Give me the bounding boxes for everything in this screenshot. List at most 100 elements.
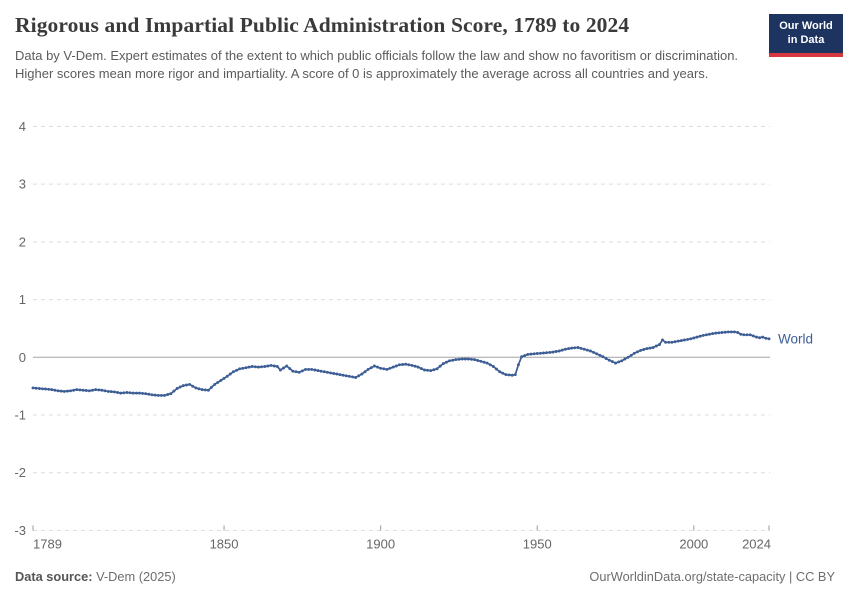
series-point: [451, 358, 455, 362]
series-point: [470, 357, 473, 361]
credit-link[interactable]: OurWorldinData.org/state-capacity | CC B…: [589, 569, 835, 584]
data-source-label: Data source:: [15, 569, 93, 584]
series-point: [278, 368, 282, 372]
series-point: [435, 367, 439, 371]
series-point: [729, 330, 733, 334]
series-point: [579, 346, 583, 350]
y-axis-tick-label: 4: [19, 119, 26, 134]
series-line-world[interactable]: [32, 331, 770, 397]
series-point: [360, 372, 364, 376]
series-point: [163, 393, 166, 397]
series-point: [585, 348, 589, 352]
series-point: [351, 375, 354, 379]
series-point: [106, 389, 110, 393]
series-point: [203, 388, 207, 392]
series-point: [347, 374, 351, 378]
series-point: [507, 373, 511, 377]
series-label[interactable]: World: [778, 331, 813, 346]
series-point: [698, 334, 702, 338]
owid-logo[interactable]: Our World in Data: [769, 14, 843, 57]
series-point: [285, 364, 289, 368]
series-point: [529, 352, 533, 356]
series-point: [329, 371, 332, 375]
series-point: [654, 344, 658, 348]
series-point: [629, 353, 633, 357]
series-point: [548, 350, 552, 354]
owid-logo-line1: Our World: [779, 20, 833, 32]
series-point: [498, 370, 502, 374]
series-point: [253, 365, 257, 369]
series-point: [216, 380, 220, 384]
series-point: [141, 391, 145, 395]
series-point: [473, 358, 477, 362]
x-axis-tick-label: 1950: [523, 536, 552, 551]
series-point: [363, 370, 367, 374]
chart-footer: Data source: V-Dem (2025) OurWorldinData…: [15, 569, 835, 584]
series-point: [495, 367, 498, 371]
series-point: [761, 335, 765, 339]
series-point: [344, 374, 348, 378]
series-point: [545, 351, 549, 355]
series-point: [87, 389, 91, 393]
series-point: [592, 350, 596, 354]
x-axis-tick-label: 2024: [742, 536, 771, 551]
series-point: [664, 340, 668, 344]
series-point: [338, 373, 342, 377]
series-point: [745, 333, 749, 337]
series-point: [150, 393, 154, 397]
series-point: [651, 346, 655, 349]
series-point: [742, 333, 746, 337]
series-point: [520, 355, 524, 359]
series-point: [526, 352, 530, 356]
series-point: [748, 333, 752, 337]
series-point: [219, 378, 223, 382]
series-point: [366, 367, 370, 371]
series-point: [535, 352, 539, 355]
series-point: [686, 337, 690, 341]
series-point: [131, 391, 135, 395]
series-point: [441, 362, 445, 366]
series-point: [739, 332, 743, 336]
series-point: [300, 369, 304, 373]
series-point: [538, 351, 542, 355]
series-point: [679, 339, 683, 343]
series-point: [695, 335, 699, 339]
series-point: [75, 388, 79, 392]
series-point: [40, 387, 44, 391]
series-point: [401, 363, 405, 366]
series-point: [667, 340, 671, 344]
series-point: [213, 382, 217, 386]
series-point: [194, 386, 198, 390]
series-point: [91, 388, 94, 392]
y-axis-tick-label: 1: [19, 292, 26, 307]
series-point: [676, 339, 680, 343]
chart-subtitle: Data by V-Dem. Expert estimates of the e…: [15, 48, 739, 82]
y-axis-tick-label: 3: [19, 177, 26, 192]
series-point: [288, 367, 292, 371]
series-point: [50, 388, 54, 392]
series-point: [169, 392, 173, 396]
series-point: [601, 355, 605, 359]
series-point: [66, 389, 69, 393]
series-point: [717, 331, 721, 335]
series-point: [369, 366, 373, 370]
series-point: [476, 359, 480, 362]
series-point: [188, 382, 192, 386]
series-point: [325, 370, 329, 374]
series-point: [626, 355, 630, 359]
series-point: [397, 363, 401, 367]
series-point: [357, 374, 361, 378]
series-point: [53, 388, 57, 392]
series-point: [134, 391, 138, 395]
series-point: [636, 350, 639, 354]
series-point: [125, 391, 129, 394]
series-point: [419, 367, 423, 371]
series-point: [147, 392, 151, 396]
series-point: [382, 367, 386, 371]
series-point: [501, 371, 505, 375]
series-point: [764, 336, 768, 340]
series-point: [191, 384, 195, 388]
series-point: [670, 340, 674, 344]
series-point: [307, 367, 311, 371]
